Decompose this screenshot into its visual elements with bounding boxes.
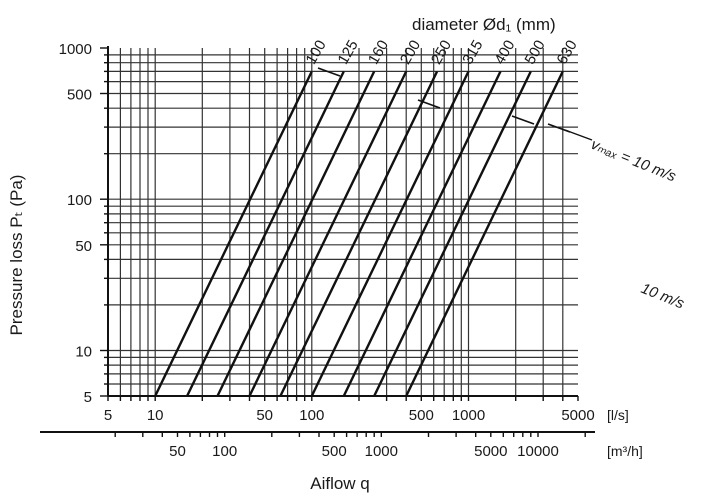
series-line-200 <box>248 70 408 397</box>
series-line-500 <box>373 70 532 397</box>
series-line-400 <box>342 70 502 397</box>
series-line-630 <box>405 70 564 397</box>
x-tick-label: 100 <box>299 407 324 424</box>
x-unit-secondary: [m³/h] <box>607 443 643 459</box>
series-line-315 <box>310 70 470 397</box>
x2-tick-label: 100 <box>212 443 237 460</box>
x-tick-label: 10 <box>147 407 164 424</box>
x2-tick-label: 50 <box>169 443 186 460</box>
y-tick-label: 10 <box>75 344 92 361</box>
x2-tick-label: 500 <box>322 443 347 460</box>
x-tick-label: 5000 <box>561 407 594 424</box>
x-axis-title: Aiflow q <box>310 474 370 493</box>
velocity-marker <box>417 99 441 109</box>
series-line-100 <box>154 70 313 397</box>
grid-lines <box>108 48 578 396</box>
diameter-lines: 100 125 160 200 250 315 400 500 630 <box>154 37 593 397</box>
velocity-marker <box>317 67 341 77</box>
y-tick-label: 100 <box>67 192 92 209</box>
x2-tick-label: 1000 <box>365 443 398 460</box>
x-tick-label: 1000 <box>452 407 485 424</box>
velocity-marker <box>511 115 535 125</box>
vmax-leader <box>564 129 593 141</box>
x2-tick-label: 5000 <box>474 443 507 460</box>
axes <box>40 46 595 437</box>
series-line-250 <box>279 70 439 397</box>
x-unit-primary: [l/s] <box>607 407 629 423</box>
y-tick-label: 50 <box>75 238 92 255</box>
tick-labels: 5 10 50 100 500 1000 5 10 50 100 500 1000 5000 50 100 5… <box>59 41 595 460</box>
y-axis-title: Pressure loss Pₜ (Pa) <box>7 175 26 336</box>
x-tick-label: 50 <box>256 407 273 424</box>
y-tick-label: 5 <box>84 389 92 406</box>
x-tick-label: 500 <box>409 407 434 424</box>
x2-tick-label: 10000 <box>517 443 559 460</box>
chart-title: diameter Ød₁ (mm) <box>412 15 556 34</box>
velocity-annotation: 10 m/s <box>639 280 688 313</box>
series-line-160 <box>216 70 376 397</box>
series-line-125 <box>186 70 345 397</box>
y-tick-label: 1000 <box>59 41 92 58</box>
y-tick-label: 500 <box>67 87 92 104</box>
x-tick-label: 5 <box>104 407 112 424</box>
vmax-annotation: vₘₐₓ = 10 m/s <box>589 136 679 186</box>
